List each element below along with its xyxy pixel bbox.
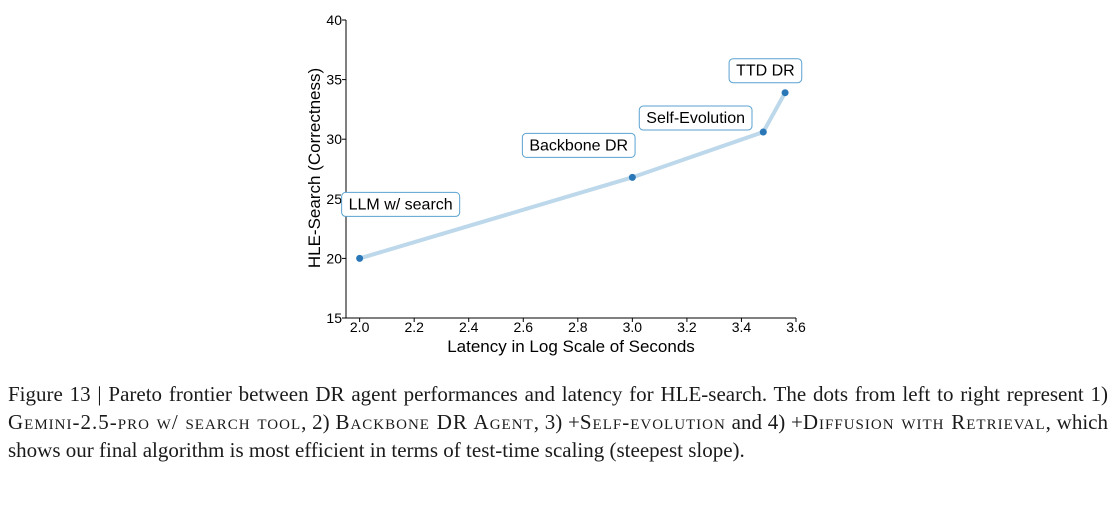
x-tick-label: 2.2 bbox=[404, 319, 424, 335]
caption-item2: Backbone DR Agent bbox=[335, 410, 534, 434]
annotation-text: Self-Evolution bbox=[646, 110, 745, 127]
x-tick-label: 3.0 bbox=[623, 319, 643, 335]
y-tick-label: 30 bbox=[326, 131, 342, 147]
y-tick-label: 20 bbox=[326, 250, 342, 266]
data-point bbox=[781, 89, 789, 97]
annotation-box bbox=[638, 105, 753, 131]
x-tick-label: 2.8 bbox=[568, 319, 588, 335]
x-tick-label: 3.4 bbox=[732, 319, 752, 335]
data-point bbox=[356, 254, 364, 262]
annotation-label: Self-Evolution bbox=[638, 105, 753, 131]
caption-prefix: Figure 13 | Pareto frontier between DR a… bbox=[8, 382, 1108, 406]
caption-suffix: , which shows our final algorithm is mos… bbox=[8, 410, 1108, 462]
series-line bbox=[357, 90, 788, 261]
y-tick-label: 15 bbox=[326, 310, 342, 326]
caption-sep3: and 4) + bbox=[725, 410, 803, 434]
x-tick-label: 2.4 bbox=[459, 319, 479, 335]
x-tick-label: 2.0 bbox=[350, 319, 370, 335]
y-axis-title: HLE-Search (Correctness) bbox=[305, 68, 324, 268]
y-tick-label: 25 bbox=[326, 191, 342, 207]
caption-item3: Self-evolution bbox=[579, 410, 726, 434]
data-point bbox=[759, 128, 767, 136]
chart-axes bbox=[345, 20, 796, 319]
chart-ticks: 15 20 25 30 35 40 2.0 2.2 2.4 2.6 2.8 3.0 3.2 3.4 3.6 bbox=[326, 12, 806, 335]
annotation-box bbox=[521, 132, 636, 158]
y-tick-label: 35 bbox=[326, 72, 342, 88]
caption-sep1: , 2) bbox=[301, 410, 336, 434]
annotation-text: TTD DR bbox=[736, 63, 795, 80]
annotation-label: LLM w/ search bbox=[341, 191, 461, 217]
x-tick-label: 3.2 bbox=[677, 319, 697, 335]
annotation-label: TTD DR bbox=[728, 58, 803, 84]
caption-sep2: , 3) + bbox=[533, 410, 580, 434]
series-points bbox=[356, 89, 789, 262]
annotation-text: LLM w/ search bbox=[349, 196, 453, 213]
y-tick-label: 40 bbox=[326, 12, 342, 28]
annotation-box bbox=[728, 58, 803, 84]
caption-item1: Gemini-2.5-pro w/ search tool bbox=[8, 410, 302, 434]
x-tick-label: 3.6 bbox=[786, 319, 806, 335]
chart-annotations: LLM w/ search Backbone DR Self-Evolution TT… bbox=[341, 58, 803, 217]
annotation-box bbox=[341, 191, 461, 217]
annotation-label: Backbone DR bbox=[521, 132, 636, 158]
x-axis-title: Latency in Log Scale of Seconds bbox=[447, 337, 695, 356]
annotation-text: Backbone DR bbox=[529, 137, 628, 154]
x-tick-label: 2.6 bbox=[514, 319, 534, 335]
data-point bbox=[628, 173, 636, 181]
caption-item4: Diffusion with Retrieval bbox=[802, 410, 1046, 434]
figure-caption: Figure 13 | Pareto frontier between DR a… bbox=[8, 380, 1108, 464]
